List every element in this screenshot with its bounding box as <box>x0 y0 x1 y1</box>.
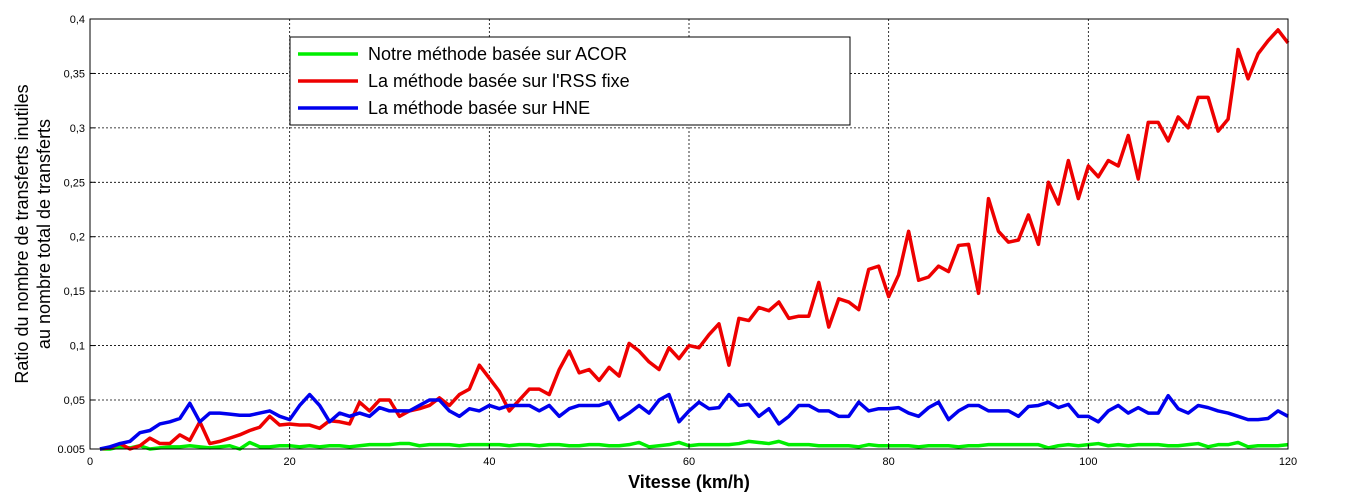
y-axis-label: Ratio du nombre de transferts inutiles <box>12 84 32 383</box>
x-tick-label: 100 <box>1079 456 1097 468</box>
y-tick-label: 0,15 <box>64 286 85 298</box>
y-tick-label: 0,1 <box>70 341 85 353</box>
legend-label: La méthode basée sur HNE <box>368 98 590 118</box>
x-tick-label: 120 <box>1279 456 1297 468</box>
y-axis-label: au nombre total de transferts <box>34 119 54 349</box>
legend-label: La méthode basée sur l'RSS fixe <box>368 71 630 91</box>
y-tick-label: 0,4 <box>70 14 85 26</box>
y-tick-label: 0,3 <box>70 123 85 135</box>
legend-box <box>289 36 851 126</box>
x-tick-label: 80 <box>883 456 895 468</box>
y-tick-label: 0,05 <box>64 395 85 407</box>
y-tick-label: 0.005 <box>57 444 85 456</box>
ticks: 0 20 40 60 80 100 120 0.005 0,05 0,1 0,15 0,2 0,25 0,… <box>57 14 1297 468</box>
x-tick-label: 40 <box>483 456 495 468</box>
legend-label: Notre méthode basée sur ACOR <box>368 44 627 64</box>
series-line <box>99 439 1289 451</box>
y-tick-label: 0,2 <box>70 232 85 244</box>
x-axis-label: Vitesse (km/h) <box>628 472 750 492</box>
legend: Notre méthode basée sur ACOR La méthode b… <box>289 36 851 126</box>
y-tick-label: 0,35 <box>64 68 85 80</box>
y-tick-label: 0,25 <box>64 177 85 189</box>
x-tick-label: 20 <box>284 456 296 468</box>
lines <box>99 28 1290 451</box>
x-tick-label: 0 <box>87 456 93 468</box>
series-line <box>99 392 1289 451</box>
x-tick-label: 60 <box>683 456 695 468</box>
series-line <box>99 28 1290 451</box>
